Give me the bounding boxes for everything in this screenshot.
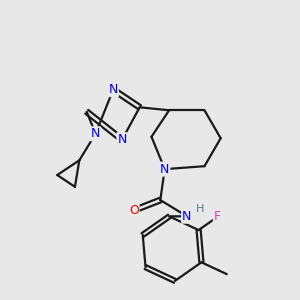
Text: H: H (196, 204, 204, 214)
Text: N: N (117, 133, 127, 146)
Text: O: O (129, 204, 139, 217)
Text: N: N (109, 83, 118, 96)
Text: N: N (182, 210, 191, 223)
Text: N: N (91, 127, 100, 140)
Text: N: N (160, 163, 169, 176)
Text: F: F (214, 210, 221, 224)
